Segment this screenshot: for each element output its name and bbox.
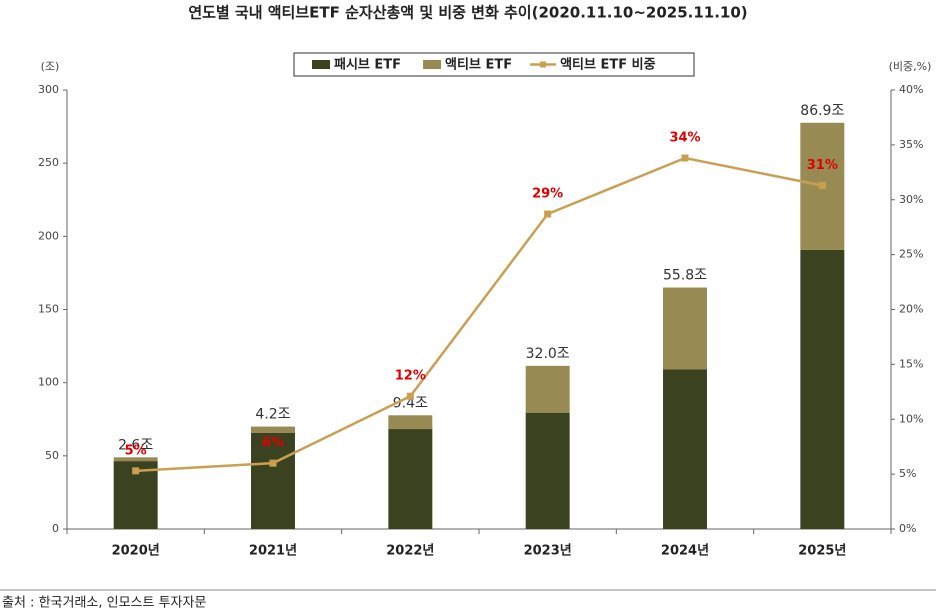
legend-swatch	[423, 60, 442, 69]
source-note: 출처 : 한국거래소, 인모스트 투자자문	[2, 596, 206, 611]
bar	[388, 429, 433, 529]
y2-tick-label: 25%	[899, 248, 923, 261]
line-value-label: 12%	[395, 369, 426, 384]
legend-label: 액티브 ETF	[445, 57, 512, 73]
legend-swatch	[312, 60, 330, 69]
line-marker	[681, 154, 689, 162]
bar	[663, 369, 707, 529]
x-tick-label: 2024년	[661, 544, 709, 559]
y-tick-label: 100	[38, 376, 59, 389]
bar	[251, 432, 295, 529]
x-tick-label: 2023년	[524, 544, 572, 559]
bar-value-label: 55.8조	[663, 268, 707, 284]
bar	[525, 412, 570, 529]
legend-label: 액티브 ETF 비중	[560, 57, 656, 73]
bar-value-label: 32.0조	[526, 346, 570, 362]
legend-marker	[540, 61, 547, 68]
y2-tick-label: 15%	[899, 357, 923, 370]
y2-tick-label: 30%	[899, 193, 923, 206]
x-tick-label: 2022년	[386, 544, 434, 559]
line-marker	[269, 459, 277, 467]
bar-value-label: 4.2조	[255, 407, 290, 423]
legend-label: 패시브 ETF	[334, 58, 401, 73]
y-tick-label: 0	[52, 522, 59, 535]
line-marker	[818, 181, 826, 189]
y-tick-label: 200	[38, 229, 59, 242]
line-value-label: 6%	[262, 436, 284, 451]
chart-title: 연도별 국내 액티브ETF 순자산총액 및 비중 변화 추이(2020.11.1…	[188, 4, 747, 22]
bar-value-label: 86.9조	[800, 103, 844, 119]
bar	[663, 287, 707, 370]
line-marker	[544, 210, 552, 218]
line-value-label: 34%	[669, 131, 700, 146]
line-marker	[132, 467, 140, 475]
line-marker	[406, 392, 414, 400]
y2-tick-label: 35%	[899, 138, 923, 151]
y2-tick-label: 10%	[899, 412, 923, 425]
bar	[800, 249, 845, 530]
y-tick-label: 50	[45, 449, 59, 462]
bar	[251, 426, 295, 433]
bar	[388, 415, 433, 430]
line	[135, 156, 823, 473]
line-value-label: 29%	[532, 187, 563, 202]
y2-axis-label: (비중,%)	[889, 60, 932, 73]
x-tick-label: 2025년	[798, 544, 846, 559]
y2-tick-label: 40%	[899, 83, 923, 96]
y-axis-label: (조)	[41, 60, 60, 73]
y2-tick-label: 20%	[899, 303, 923, 316]
bar-value-label: 2.6조	[118, 437, 153, 453]
y-tick-label: 250	[38, 156, 59, 169]
legend-box	[293, 52, 695, 77]
y2-tick-label: 0%	[899, 522, 916, 535]
y2-tick-label: 5%	[899, 467, 916, 480]
y-tick-label: 300	[38, 83, 59, 96]
line-value-label: 5%	[125, 443, 147, 458]
x-tick-label: 2021년	[249, 544, 297, 559]
bar	[113, 457, 158, 462]
x-tick-label: 2020년	[112, 544, 160, 559]
line-value-label: 31%	[807, 158, 838, 173]
y-tick-label: 150	[38, 303, 59, 316]
bar	[525, 365, 570, 413]
